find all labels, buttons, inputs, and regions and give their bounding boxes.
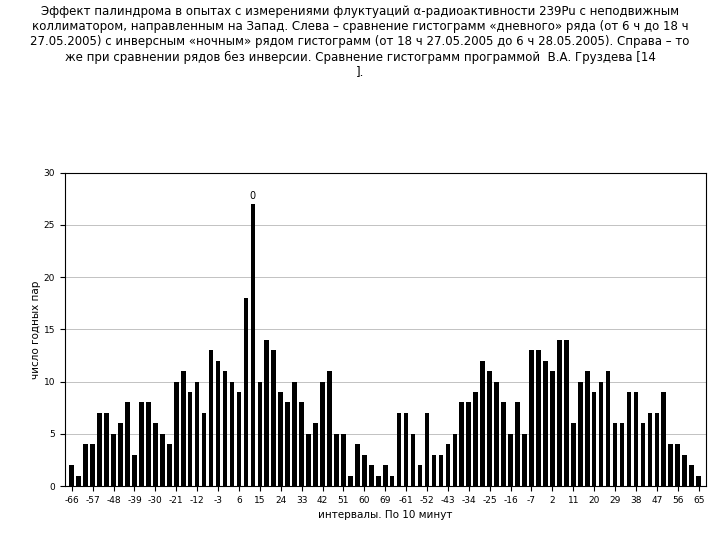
Text: Эффект палиндрома в опытах с измерениями флуктуаций α-радиоактивности 239Pu с не: Эффект палиндрома в опытах с измерениями… [30, 5, 690, 78]
Bar [592, 392, 596, 486]
Bar [285, 402, 290, 486]
Bar [578, 382, 582, 486]
Bar [258, 382, 262, 486]
Bar [230, 382, 234, 486]
Bar [689, 465, 694, 486]
Bar [571, 423, 575, 486]
Bar [654, 413, 660, 486]
Bar [599, 382, 603, 486]
Bar [237, 392, 241, 486]
Bar [313, 423, 318, 486]
Bar [620, 423, 624, 486]
Bar [174, 382, 179, 486]
Bar [696, 476, 701, 486]
Bar [683, 455, 687, 486]
Bar [425, 413, 429, 486]
Bar [431, 455, 436, 486]
Bar [202, 413, 207, 486]
Bar [188, 392, 192, 486]
Bar [104, 413, 109, 486]
Bar [327, 371, 332, 486]
Bar [383, 465, 387, 486]
Bar [564, 340, 569, 486]
Bar [557, 340, 562, 486]
Bar [271, 350, 276, 486]
Bar [118, 423, 123, 486]
Bar [668, 444, 673, 486]
Bar [111, 434, 116, 486]
Bar [355, 444, 360, 486]
Bar [543, 361, 548, 486]
Bar [209, 350, 213, 486]
Bar [446, 444, 450, 486]
Y-axis label: число годных пар: число годных пар [31, 280, 41, 379]
Bar [139, 402, 144, 486]
Bar [348, 476, 353, 486]
Bar [501, 402, 506, 486]
Bar [662, 392, 666, 486]
Bar [418, 465, 423, 486]
Bar [160, 434, 165, 486]
Bar [453, 434, 457, 486]
Bar [606, 371, 611, 486]
Bar [641, 423, 645, 486]
Bar [320, 382, 325, 486]
Bar [369, 465, 374, 486]
Bar [634, 392, 638, 486]
Bar [292, 382, 297, 486]
Bar [459, 402, 464, 486]
Bar [410, 434, 415, 486]
Bar [69, 465, 74, 486]
Text: 0: 0 [250, 191, 256, 201]
Bar [626, 392, 631, 486]
Bar [181, 371, 186, 486]
Bar [222, 371, 228, 486]
Bar [467, 402, 471, 486]
Bar [522, 434, 527, 486]
Bar [146, 402, 150, 486]
Bar [251, 204, 255, 486]
Bar [474, 392, 478, 486]
Bar [487, 371, 492, 486]
Bar [613, 423, 617, 486]
Bar [306, 434, 311, 486]
Bar [341, 434, 346, 486]
Bar [216, 361, 220, 486]
Bar [438, 455, 444, 486]
Bar [90, 444, 95, 486]
Bar [195, 382, 199, 486]
Bar [167, 444, 171, 486]
Bar [97, 413, 102, 486]
Bar [397, 413, 402, 486]
Bar [647, 413, 652, 486]
Bar [480, 361, 485, 486]
Bar [153, 423, 158, 486]
Bar [300, 402, 304, 486]
Bar [390, 476, 395, 486]
Bar [495, 382, 499, 486]
Bar [550, 371, 554, 486]
Bar [84, 444, 88, 486]
Bar [508, 434, 513, 486]
Bar [675, 444, 680, 486]
Bar [132, 455, 137, 486]
Bar [585, 371, 590, 486]
Bar [125, 402, 130, 486]
Bar [264, 340, 269, 486]
Bar [529, 350, 534, 486]
Bar [376, 476, 381, 486]
Bar [516, 402, 520, 486]
Bar [243, 298, 248, 486]
Bar [76, 476, 81, 486]
Bar [362, 455, 366, 486]
Bar [404, 413, 408, 486]
X-axis label: интервалы. По 10 минут: интервалы. По 10 минут [318, 510, 452, 520]
Bar [279, 392, 283, 486]
Bar [334, 434, 339, 486]
Bar [536, 350, 541, 486]
